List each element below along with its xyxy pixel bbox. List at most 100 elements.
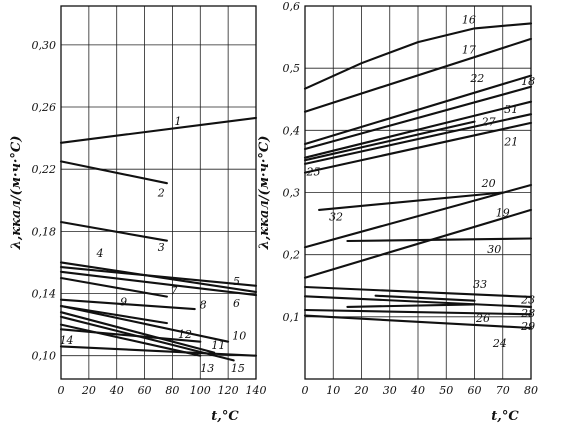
series-line-7: [59, 276, 168, 298]
curve-label-12: 12: [178, 328, 192, 341]
curve-label-30: 30: [487, 243, 501, 256]
y-tick-label: 0,26: [32, 101, 57, 114]
series-line-27: [303, 113, 533, 165]
series-line-21: [303, 121, 533, 174]
y-tick-label: 0,1: [283, 311, 301, 324]
curve-label-7: 7: [170, 284, 177, 297]
series-line-28: [303, 295, 533, 308]
y-tick-label: 0,10: [32, 350, 57, 363]
series-line-6: [59, 270, 258, 297]
curve-label-4: 4: [96, 247, 104, 260]
curve-label-2: 2: [157, 187, 165, 200]
x-tick-label: 40: [410, 384, 425, 397]
x-tick-label: 120: [218, 384, 239, 397]
curve-label-22: 22: [469, 72, 484, 85]
curve-label-17: 17: [462, 44, 476, 57]
series-line-24: [303, 314, 533, 330]
curve-label-8: 8: [200, 298, 207, 311]
curve-label-26: 26: [475, 312, 490, 325]
series-line-11: [59, 311, 216, 354]
x-tick-label: 60: [138, 384, 152, 397]
y-tick-label: 0,6: [283, 0, 301, 13]
x-tick-label: 140: [246, 384, 267, 397]
curve-label-25: 25: [305, 165, 320, 178]
x-tick-label: 40: [109, 384, 124, 397]
curve-label-21: 21: [503, 136, 518, 149]
series-line-13: [59, 323, 202, 357]
y-tick-label: 0,4: [283, 124, 301, 137]
series-line-8: [59, 298, 196, 311]
curve-label-9: 9: [120, 295, 127, 308]
series-line-14: [59, 345, 258, 357]
x-tick-label: 80: [524, 384, 538, 397]
x-tick-label: 60: [468, 384, 482, 397]
curve-label-13: 13: [200, 362, 214, 375]
x-tick-label: 80: [165, 384, 179, 397]
series-line-17: [303, 37, 533, 113]
series-line-30: [346, 237, 533, 243]
series-line-25: [303, 120, 476, 162]
x-tick-label: 20: [81, 384, 96, 397]
y-axis-title: λ,ккал/(м·ч·°С): [257, 136, 272, 251]
curve-label-28: 28: [520, 307, 535, 320]
series-line-2: [59, 160, 168, 185]
x-tick-label: 50: [439, 384, 453, 397]
curve-label-6: 6: [233, 297, 240, 310]
curve-label-14: 14: [60, 334, 74, 347]
curve-label-3: 3: [158, 241, 165, 254]
left-panel: 0 20 40 60 80 100 120 140 0,10 0,14 0,18 0,22 0,26 0,…: [9, 5, 267, 424]
curve-label-11: 11: [211, 339, 225, 352]
series-line-12: [59, 328, 202, 343]
series-line-23: [303, 285, 533, 298]
curve-label-27: 27: [481, 116, 496, 129]
x-tick-label: 30: [383, 384, 397, 397]
right-panel: 0 10 20 30 40 50 60 70 80 0,1 0,2 0,3 0,4 0,5 0,6 16 17 1…: [257, 0, 538, 424]
curve-label-15: 15: [231, 362, 245, 375]
curve-label-10: 10: [232, 329, 246, 342]
curve-label-16: 16: [462, 14, 476, 27]
y-tick-label: 0,14: [32, 288, 57, 301]
series-line-3: [59, 220, 168, 242]
series-line-18: [303, 74, 533, 146]
series-line-1: [59, 116, 258, 144]
series-line-22: [303, 85, 533, 151]
series-line-32: [318, 191, 504, 211]
y-tick-label: 0,2: [283, 249, 301, 262]
curve-label-19: 19: [496, 206, 510, 219]
curve-label-32: 32: [329, 211, 343, 224]
curve-label-18: 18: [521, 75, 535, 88]
x-tick-label: 70: [496, 384, 510, 397]
curve-label-23: 23: [520, 293, 535, 306]
curve-label-5: 5: [233, 275, 240, 288]
x-axis-title: t,°C: [491, 409, 519, 424]
series-line-16: [303, 22, 533, 90]
x-tick-label: 10: [326, 384, 340, 397]
series-line-20: [303, 183, 533, 249]
x-axis-title: t,°C: [211, 409, 239, 424]
curve-label-24: 24: [492, 337, 507, 350]
x-tick-label: 100: [190, 384, 211, 397]
series-line-5: [59, 266, 258, 287]
series-line-33: [374, 294, 476, 302]
y-tick-label: 0,30: [32, 39, 57, 52]
series-line-19: [303, 208, 533, 279]
curve-label-29: 29: [520, 320, 535, 333]
series-line-26: [346, 303, 476, 308]
x-tick-label: 20: [354, 384, 369, 397]
y-tick-label: 0,18: [32, 225, 57, 238]
x-tick-label: 0: [302, 384, 309, 397]
series-line-10: [59, 304, 230, 343]
series-line-31: [303, 100, 533, 159]
plot-frame: [60, 5, 257, 380]
x-tick-label: 0: [58, 384, 65, 397]
y-axis-title: λ,ккал/(м·ч·°С): [9, 136, 24, 251]
series-line-15: [59, 315, 235, 362]
curve-label-20: 20: [481, 177, 496, 190]
y-tick-label: 0,5: [283, 62, 301, 75]
plot-frame: [304, 5, 532, 380]
y-tick-label: 0,3: [283, 187, 301, 200]
curve-label-1: 1: [175, 115, 182, 128]
curve-label-31: 31: [504, 103, 518, 116]
y-tick-label: 0,22: [32, 163, 57, 176]
